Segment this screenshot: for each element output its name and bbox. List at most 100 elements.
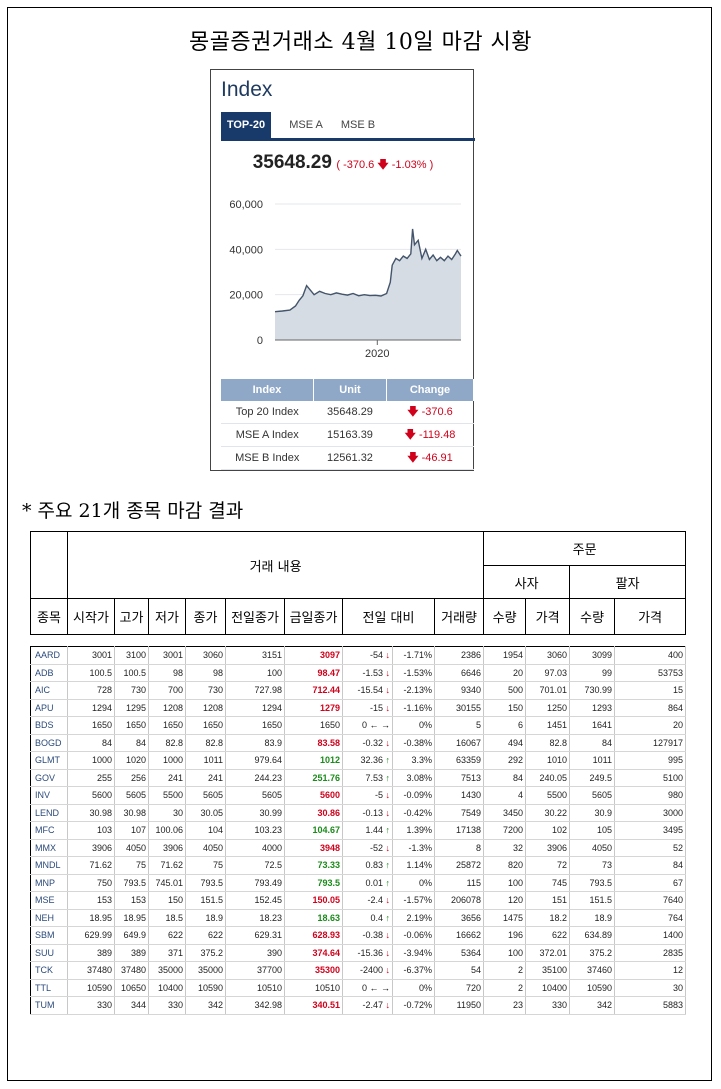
cell-code[interactable]: GLMT xyxy=(30,751,68,770)
cell-chg: -1.53 ↓ xyxy=(342,664,393,682)
cell-sq: 730.99 xyxy=(569,681,615,700)
cell-low: 82.8 xyxy=(148,734,186,752)
cell-sp: 5100 xyxy=(614,769,686,787)
cell-high: 153 xyxy=(114,891,149,910)
change-value: -15.54 xyxy=(357,685,383,696)
cell-code[interactable]: NEH xyxy=(30,909,68,927)
cell-code[interactable]: BOGD xyxy=(30,734,68,752)
cell-low: 100.06 xyxy=(148,821,186,840)
cell-bp: 330 xyxy=(525,996,570,1015)
cell-pct: 0% xyxy=(392,874,435,892)
change-value: -2.47 xyxy=(362,1000,383,1011)
cell-close: 35000 xyxy=(185,961,226,980)
cell-prev: 390 xyxy=(225,944,285,962)
cell-code[interactable]: INV xyxy=(30,786,68,805)
index-summary: 35648.29 ( -370.6 🡇 -1.03% ) xyxy=(211,152,475,175)
change-value: 0.4 xyxy=(370,912,383,923)
cell-sp: 127917 xyxy=(614,734,686,752)
col-header-buy-qty: 수량 xyxy=(483,598,527,635)
cell-prev: 629.31 xyxy=(225,926,285,945)
cell-code[interactable]: TCK xyxy=(30,961,68,980)
cell-code[interactable]: MMX xyxy=(30,839,68,857)
cell-close: 3060 xyxy=(185,646,226,665)
cell-sp: 7640 xyxy=(614,891,686,910)
cell-open: 103 xyxy=(67,821,115,840)
cell-today: 793.5 xyxy=(284,874,343,892)
cell-close: 622 xyxy=(185,926,226,945)
cell-high: 649.9 xyxy=(114,926,149,945)
cell-code[interactable]: AARD xyxy=(30,646,68,665)
cell-bp: 151 xyxy=(525,891,570,910)
down-arrow-icon: ↓ xyxy=(382,667,390,678)
table-row: MNDL 71.62 75 71.62 75 72.5 73.33 0.83 ↑ 1.14% 25… xyxy=(30,856,686,875)
cell-code[interactable]: MFC xyxy=(30,821,68,840)
cell-bp: 102 xyxy=(525,821,570,840)
cell-code[interactable]: TUM xyxy=(30,996,68,1015)
cell-code[interactable]: SUU xyxy=(30,944,68,962)
cell-today: 3097 xyxy=(284,646,343,665)
index-unit: 35648.29 xyxy=(313,401,387,424)
cell-code[interactable]: ADB xyxy=(30,664,68,682)
cell-code[interactable]: MSE xyxy=(30,891,68,910)
cell-bp: 622 xyxy=(525,926,570,945)
index-change-value: -119.48 xyxy=(418,428,456,441)
cell-prev: 342.98 xyxy=(225,996,285,1015)
tab-mse-b[interactable]: MSE B xyxy=(340,119,376,131)
cell-close: 75 xyxy=(185,856,226,875)
tab-mse-a[interactable]: MSE A xyxy=(289,119,323,131)
cell-open: 84 xyxy=(67,734,115,752)
cell-sq: 30.9 xyxy=(569,804,615,822)
cell-low: 330 xyxy=(148,996,186,1015)
cell-pct: -6.37% xyxy=(392,961,435,980)
cell-prev: 152.45 xyxy=(225,891,285,910)
cell-code[interactable]: GOV xyxy=(30,769,68,787)
cell-code[interactable]: MNDL xyxy=(30,856,68,875)
index-name[interactable]: MSE B Index xyxy=(221,446,314,470)
cell-today: 251.76 xyxy=(284,769,343,787)
down-arrow-icon: 🡇 xyxy=(404,428,419,441)
cell-close: 342 xyxy=(185,996,226,1015)
cell-high: 1020 xyxy=(114,751,149,770)
chart-y-tick-label: 20,000 xyxy=(229,290,263,302)
cell-close: 151.5 xyxy=(185,891,226,910)
cell-code[interactable]: LEND xyxy=(30,804,68,822)
cell-code[interactable]: BDS xyxy=(30,716,68,735)
index-name[interactable]: MSE A Index xyxy=(221,423,314,447)
cell-low: 5500 xyxy=(148,786,186,805)
cell-prev: 103.23 xyxy=(225,821,285,840)
table-row: MMX 3906 4050 3906 4050 4000 3948 -52 ↓ -1.3% 8 32… xyxy=(30,839,686,857)
index-change-pct: -1.03% ) xyxy=(388,159,434,171)
cell-sp: 980 xyxy=(614,786,686,805)
cell-bq: 3450 xyxy=(483,804,526,822)
cell-chg: -0.32 ↓ xyxy=(342,734,393,752)
cell-close: 1208 xyxy=(185,699,226,717)
cell-chg: -2.4 ↓ xyxy=(342,891,393,910)
page-title: 몽골증권거래소 4월 10일 마감 시황 xyxy=(188,30,533,55)
col-header-low: 저가 xyxy=(148,598,186,635)
cell-high: 75 xyxy=(114,856,149,875)
cell-bp: 35100 xyxy=(525,961,570,980)
cell-prev: 1650 xyxy=(225,716,285,735)
cell-close: 104 xyxy=(185,821,226,840)
cell-code[interactable]: SBM xyxy=(30,926,68,945)
cell-bp: 5500 xyxy=(525,786,570,805)
header-seller: 팔자 xyxy=(569,565,687,599)
cell-bp: 1010 xyxy=(525,751,570,770)
cell-today: 628.93 xyxy=(284,926,343,945)
tab-top20[interactable]: TOP-20 xyxy=(221,112,271,138)
cell-code[interactable]: APU xyxy=(30,699,68,717)
cell-code[interactable]: TTL xyxy=(30,979,68,997)
cell-code[interactable]: AIC xyxy=(30,681,68,700)
cell-chg: -2400 ↓ xyxy=(342,961,393,980)
cell-chg: 1.44 ↑ xyxy=(342,821,393,840)
index-name[interactable]: Top 20 Index xyxy=(221,401,314,424)
cell-code[interactable]: MNP xyxy=(30,874,68,892)
cell-sp: 3495 xyxy=(614,821,686,840)
cell-prev: 979.64 xyxy=(225,751,285,770)
chart-y-tick-label: 40,000 xyxy=(229,244,263,256)
cell-pct: -0.72% xyxy=(392,996,435,1015)
col-header-close: 종가 xyxy=(185,598,226,635)
cell-bq: 7200 xyxy=(483,821,526,840)
header-blank xyxy=(30,531,68,599)
cell-pct: 0% xyxy=(392,979,435,997)
